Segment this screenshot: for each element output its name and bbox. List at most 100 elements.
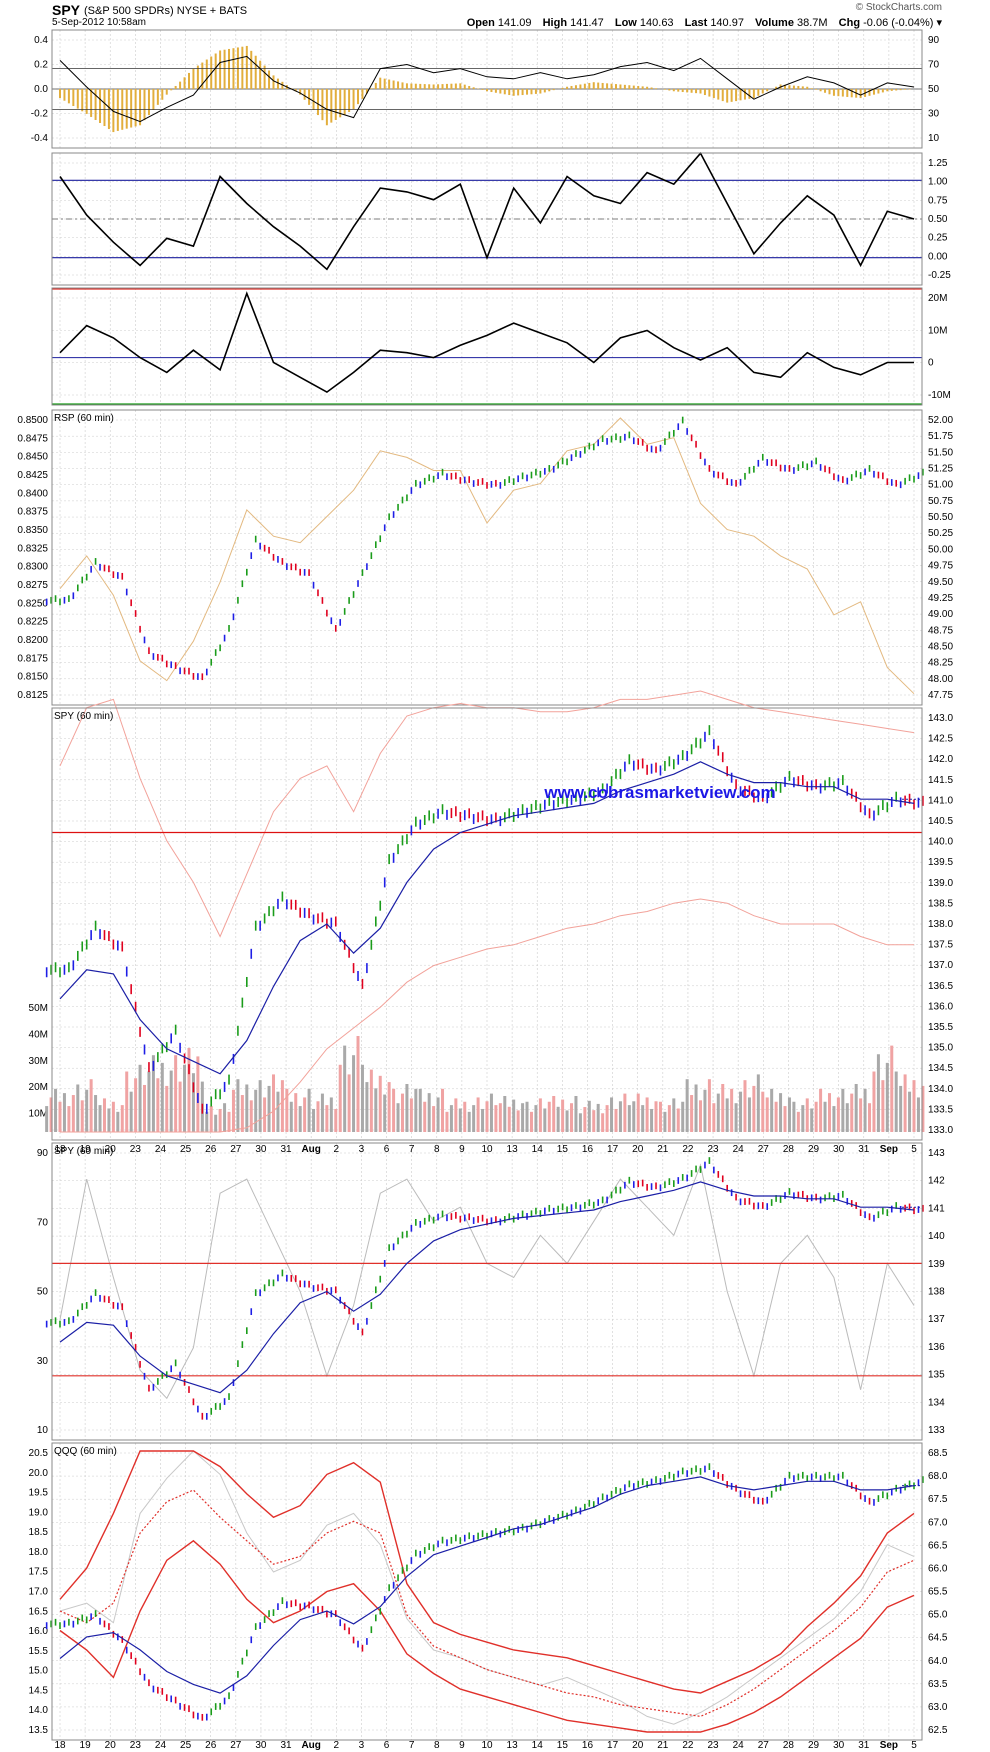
volume-bar (129, 1091, 133, 1132)
left-tick-qqq: 20.5 (29, 1448, 49, 1459)
volume-bar (254, 1089, 258, 1132)
volume-bar (405, 1084, 409, 1132)
x-axis-label-spy: 3 (359, 1144, 365, 1155)
left-tick-rsp: 0.8275 (17, 580, 48, 591)
right-tick-spy_stoch: 140 (928, 1231, 945, 1242)
panel-frame-rsp (51, 409, 923, 706)
right-tick-oscillator: 0.75 (928, 195, 948, 206)
x-axis-label-qqq: 31 (858, 1740, 870, 1751)
volume-bar (481, 1108, 485, 1132)
volume-bar (134, 1078, 138, 1132)
volume-bar (645, 1097, 649, 1132)
volume-bar (223, 1103, 227, 1132)
volume-bar (392, 1088, 396, 1132)
volume-bar (347, 1074, 351, 1132)
right-tick-spy_main: 140.5 (928, 816, 953, 827)
left-tick-rsp: 0.8425 (17, 470, 48, 481)
stockcharts-brand[interactable]: © StockCharts.com (855, 2, 942, 13)
panel-frame-qqq (51, 1442, 923, 1741)
volume-bar (810, 1108, 814, 1132)
left-tick-qqq: 18.0 (29, 1547, 49, 1558)
left-tick-qqq: 17.0 (29, 1587, 49, 1598)
volume-bar (650, 1108, 654, 1132)
volume-bar (263, 1097, 267, 1132)
volume-bar (570, 1103, 574, 1132)
right-tick-qqq: 67.0 (928, 1517, 948, 1528)
left-tick-rsp: 0.8325 (17, 543, 48, 554)
right-tick-spy_main: 138.0 (928, 919, 953, 930)
volume-bar (752, 1085, 756, 1132)
volume-bar (703, 1089, 707, 1132)
volume-bar (823, 1101, 827, 1132)
volume-bar (418, 1088, 422, 1132)
right-tick-rsp: 52.00 (928, 415, 953, 426)
volume-bar (605, 1105, 609, 1132)
volume-bar (912, 1080, 916, 1132)
left-tick-rsp: 0.8475 (17, 433, 48, 444)
middle-band-qqq (59, 1489, 915, 1718)
left-tick-qqq: 16.5 (29, 1606, 49, 1617)
volume-bar (187, 1048, 191, 1132)
upper-band-qqq (59, 1450, 915, 1694)
volume-bar (899, 1085, 903, 1132)
volume-bar (436, 1097, 440, 1132)
right-tick-volume_flow: -10M (928, 390, 951, 401)
volume-bar (787, 1097, 791, 1132)
right-tick-spy_stoch: 134 (928, 1397, 945, 1408)
right-tick-spy_main: 137.5 (928, 940, 953, 951)
right-tick-macd: 30 (928, 109, 940, 120)
volume-bar (618, 1101, 622, 1132)
volume-bar (876, 1054, 880, 1132)
volume-bar (49, 1097, 53, 1132)
right-tick-spy_main: 133.5 (928, 1104, 953, 1115)
volume-bar (325, 1105, 329, 1132)
volume-bar (356, 1036, 360, 1132)
volume-bar (116, 1111, 120, 1132)
x-axis-label-spy: 26 (205, 1144, 217, 1155)
volume-bar (596, 1103, 600, 1132)
volume-bar (343, 1045, 347, 1132)
volume-tick: 40M (29, 1029, 48, 1040)
volume-bar (209, 1106, 213, 1132)
volume-bar (258, 1080, 262, 1132)
security-name: (S&P 500 SPDRs) (84, 5, 174, 17)
right-tick-spy_main: 134.0 (928, 1084, 953, 1095)
left-tick-qqq: 13.5 (29, 1725, 49, 1736)
right-tick-spy_stoch: 138 (928, 1287, 945, 1298)
volume-bar (334, 1108, 338, 1132)
right-tick-qqq: 64.5 (928, 1633, 948, 1644)
x-axis-label-spy: Aug (301, 1144, 320, 1155)
right-tick-spy_stoch: 141 (928, 1203, 945, 1214)
volume-bar (632, 1101, 636, 1132)
volume-bar (316, 1101, 320, 1132)
volume-bar (765, 1097, 769, 1132)
panel-title-qqq: QQQ (60 min) (54, 1446, 117, 1457)
right-tick-qqq: 66.0 (928, 1563, 948, 1574)
volume-bar (458, 1108, 462, 1132)
left-tick-rsp: 0.8250 (17, 598, 48, 609)
right-tick-rsp: 49.75 (928, 561, 953, 572)
volume-bar (307, 1088, 311, 1132)
left-tick-rsp: 0.8150 (17, 672, 48, 683)
volume-bar (205, 1111, 209, 1132)
volume-bar (467, 1111, 471, 1132)
right-tick-rsp: 50.00 (928, 544, 953, 555)
volume-bar (583, 1107, 587, 1132)
left-tick-rsp: 0.8125 (17, 690, 48, 701)
right-tick-rsp: 48.75 (928, 625, 953, 636)
volume-bar (62, 1093, 66, 1132)
volume-bar (494, 1105, 498, 1132)
volume-bar (71, 1095, 75, 1132)
volume-bar (667, 1105, 671, 1132)
volume-bar (819, 1088, 823, 1132)
x-axis-label-qqq: 22 (682, 1740, 694, 1751)
x-axis-label-qqq: Aug (301, 1740, 320, 1751)
x-axis-label-spy: 16 (582, 1144, 594, 1155)
volume-bar (743, 1080, 747, 1132)
volume-bar (240, 1095, 244, 1132)
volume-bar (396, 1103, 400, 1132)
x-axis-label-spy: 9 (459, 1144, 465, 1155)
right-tick-qqq: 68.0 (928, 1471, 948, 1482)
volume-bar (507, 1106, 511, 1132)
x-axis-label-spy: 27 (758, 1144, 770, 1155)
